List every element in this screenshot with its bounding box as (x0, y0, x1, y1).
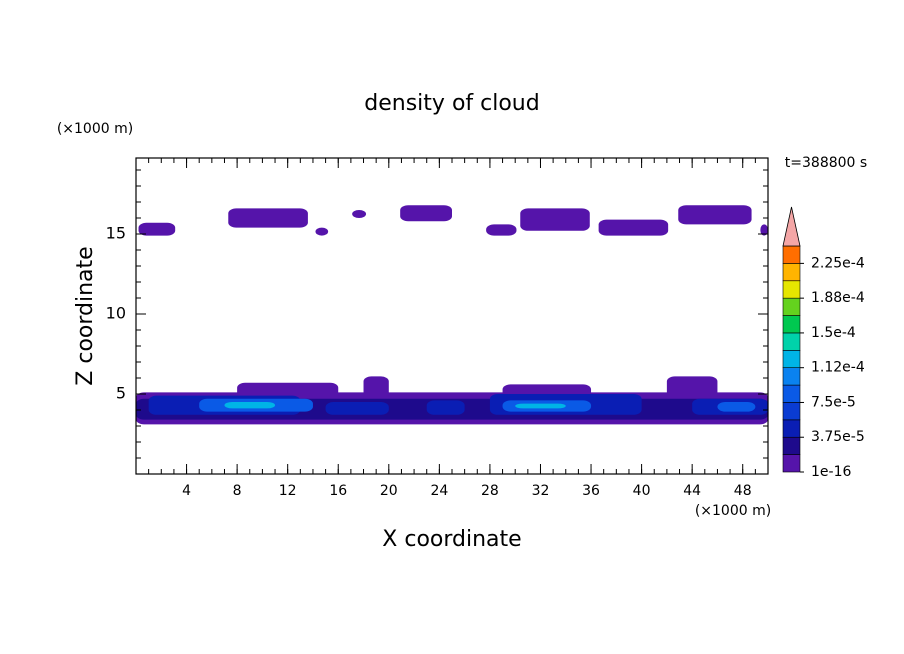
colorbar-extend (782, 206, 801, 247)
colorbar-band (782, 263, 801, 282)
x-tick-label: 36 (582, 483, 600, 499)
colorbar-tick-label: 7.5e-5 (811, 394, 856, 410)
y-tick-label: 10 (106, 304, 126, 323)
contour-region (717, 402, 756, 412)
colorbar-tick-label: 1.88e-4 (811, 290, 865, 306)
y-tick-label: 15 (106, 224, 126, 243)
contour-region (138, 222, 176, 236)
colorbar-band (782, 454, 801, 473)
colorbar-tick-label: 1.5e-4 (811, 325, 856, 341)
contour-region (678, 205, 752, 225)
y-unit: (×1000 m) (57, 121, 133, 137)
plot-frame (135, 157, 769, 475)
x-tick-label: 48 (734, 483, 752, 499)
contour-region (760, 224, 768, 236)
contour-region (352, 210, 367, 218)
annotation: t=388800 s (785, 155, 867, 171)
contour-region (666, 376, 718, 402)
x-tick-label: 24 (430, 483, 448, 499)
x-unit: (×1000 m) (695, 503, 771, 519)
x-axis-title: X coordinate (382, 527, 521, 552)
x-tick-label: 40 (633, 483, 651, 499)
contour-region (228, 208, 308, 228)
x-tick-label: 28 (481, 483, 499, 499)
colorbar-band (782, 332, 801, 351)
x-tick-label: 8 (233, 483, 242, 499)
x-tick-label: 16 (329, 483, 347, 499)
y-tick-label: 5 (116, 384, 126, 403)
colorbar-tick-label: 2.25e-4 (811, 255, 865, 271)
colorbar-tick-label: 1e-16 (811, 464, 851, 480)
contour-region (426, 400, 465, 415)
x-tick-label: 32 (532, 483, 550, 499)
contour-region (325, 402, 389, 415)
x-tick-label: 12 (279, 483, 297, 499)
colorbar-band (782, 245, 801, 264)
contour-region (400, 205, 452, 222)
colorbar-band (782, 350, 801, 368)
contour-region (486, 224, 517, 236)
colorbar-band (782, 297, 801, 316)
y-axis-title: Z coordinate (73, 246, 98, 385)
colorbar-band (782, 402, 801, 421)
x-tick-label: 4 (182, 483, 191, 499)
colorbar-band (782, 419, 801, 438)
contour-region (363, 376, 389, 402)
contour-region (520, 208, 590, 231)
colorbar-tick-label: 1.12e-4 (811, 360, 865, 376)
x-tick-label: 20 (380, 483, 398, 499)
colorbar-tick-label: 3.75e-5 (811, 429, 865, 445)
contour-region (224, 402, 276, 409)
colorbar-band (782, 367, 801, 386)
contour-region (598, 219, 669, 236)
colorbar-band (782, 384, 801, 403)
x-tick-label: 44 (683, 483, 701, 499)
chart-title: density of cloud (364, 91, 539, 116)
contour-region (515, 403, 566, 409)
contour-region (315, 227, 329, 236)
colorbar-band (782, 436, 801, 455)
colorbar-band (782, 280, 801, 299)
colorbar-band (782, 315, 801, 334)
